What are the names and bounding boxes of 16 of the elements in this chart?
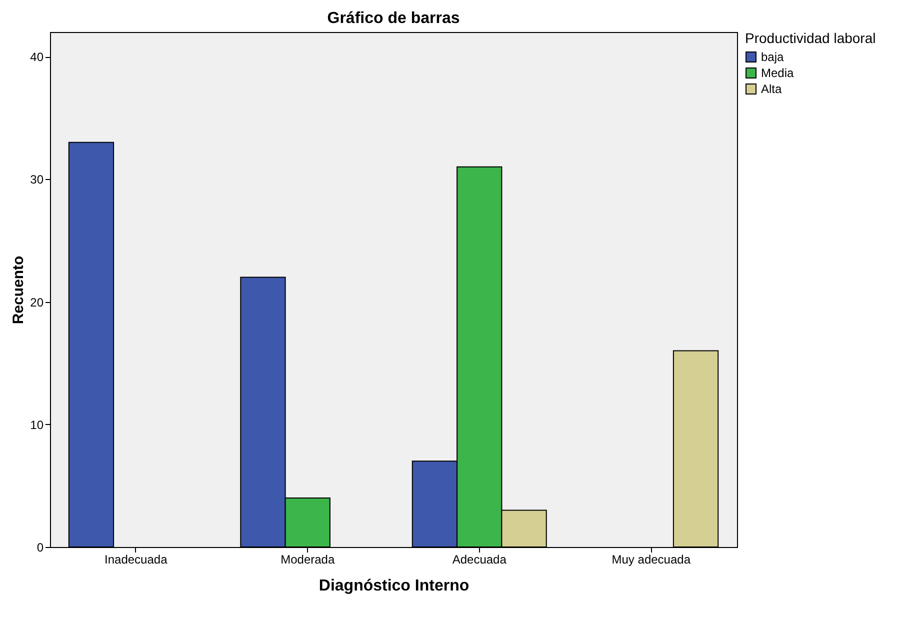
y-tick-label: 0 (36, 540, 44, 554)
y-tick-label: 10 (30, 418, 44, 432)
legend-label: Media (761, 66, 794, 80)
x-axis-title: Diagnóstico Interno (318, 578, 470, 594)
legend-label: baja (761, 50, 784, 64)
x-tick-label: Moderada (280, 552, 335, 566)
y-tick-label: 40 (30, 50, 44, 64)
legend-title: Productividad laboral (745, 30, 876, 46)
chart-title: Gráfico de barras (327, 10, 460, 27)
x-tick-label: Muy adecuada (612, 552, 691, 566)
y-tick-label: 30 (30, 172, 44, 187)
y-tick-label: 20 (30, 295, 44, 310)
x-tick-label: Inadecuada (104, 552, 168, 566)
legend-label: Alta (761, 82, 782, 96)
y-axis-title: Recuento (10, 256, 28, 324)
x-tick-label: Adecuada (452, 552, 507, 566)
